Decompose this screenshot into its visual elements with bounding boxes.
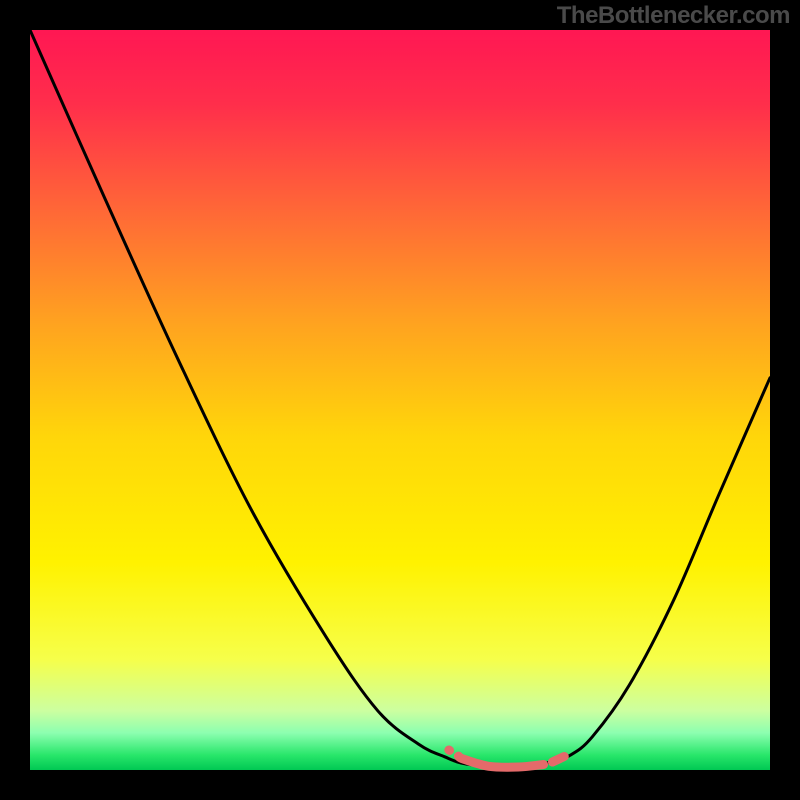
plot-area: [30, 30, 770, 770]
bottleneck-chart: [0, 0, 800, 800]
watermark-text: TheBottlenecker.com: [557, 2, 790, 30]
valley-highlight-segment: [552, 756, 564, 762]
chart-container: TheBottlenecker.com: [0, 0, 800, 800]
